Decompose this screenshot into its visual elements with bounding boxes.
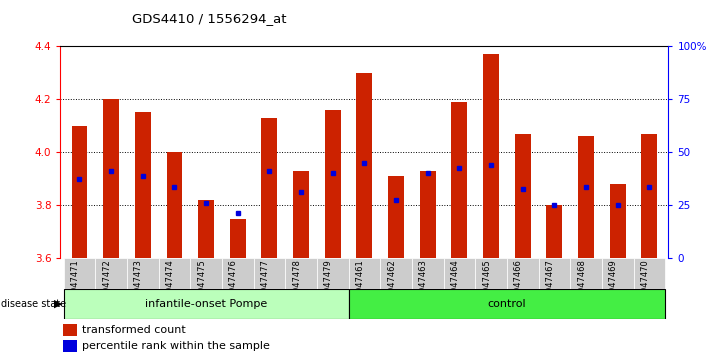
Text: GSM947464: GSM947464 <box>450 259 459 310</box>
Bar <box>419 171 436 258</box>
Bar <box>72 126 87 258</box>
Text: GSM947463: GSM947463 <box>419 259 428 310</box>
Bar <box>63 289 348 319</box>
Text: GSM947462: GSM947462 <box>387 259 396 310</box>
Bar <box>538 258 570 289</box>
Bar <box>570 258 602 289</box>
Text: infantile-onset Pompe: infantile-onset Pompe <box>145 298 267 309</box>
Bar <box>356 73 373 258</box>
Bar <box>325 110 341 258</box>
Bar <box>451 102 467 258</box>
Text: transformed count: transformed count <box>82 325 186 336</box>
Bar <box>412 258 444 289</box>
Text: GSM947470: GSM947470 <box>641 259 649 310</box>
Bar <box>262 118 277 258</box>
Bar <box>254 258 285 289</box>
Bar <box>444 258 475 289</box>
Text: GSM947465: GSM947465 <box>482 259 491 310</box>
Bar <box>103 99 119 258</box>
Bar <box>547 205 562 258</box>
Bar <box>159 258 191 289</box>
Bar <box>166 152 182 258</box>
Bar <box>191 258 222 289</box>
Bar <box>348 258 380 289</box>
Text: ▶: ▶ <box>54 298 63 309</box>
Bar <box>507 258 538 289</box>
Bar <box>348 289 665 319</box>
Text: GSM947479: GSM947479 <box>324 259 333 310</box>
Bar <box>63 340 77 353</box>
Text: GSM947461: GSM947461 <box>356 259 364 310</box>
Bar <box>641 133 657 258</box>
Text: GSM947475: GSM947475 <box>197 259 206 310</box>
Text: GSM947476: GSM947476 <box>229 259 237 310</box>
Bar <box>380 258 412 289</box>
Bar <box>95 258 127 289</box>
Text: GSM947467: GSM947467 <box>545 259 555 310</box>
Text: percentile rank within the sample: percentile rank within the sample <box>82 341 269 352</box>
Text: control: control <box>488 298 526 309</box>
Text: GSM947478: GSM947478 <box>292 259 301 310</box>
Bar <box>578 136 594 258</box>
Bar <box>285 258 317 289</box>
Text: GSM947477: GSM947477 <box>260 259 269 310</box>
Bar <box>388 176 404 258</box>
Bar <box>293 171 309 258</box>
Bar <box>127 258 159 289</box>
Bar <box>198 200 214 258</box>
Text: GSM947469: GSM947469 <box>609 259 618 310</box>
Bar <box>222 258 254 289</box>
Text: GSM947473: GSM947473 <box>134 259 143 310</box>
Bar <box>602 258 634 289</box>
Bar <box>135 112 151 258</box>
Text: GSM947472: GSM947472 <box>102 259 111 310</box>
Bar <box>63 324 77 336</box>
Text: GSM947471: GSM947471 <box>70 259 80 310</box>
Bar <box>230 218 246 258</box>
Text: GSM947466: GSM947466 <box>513 259 523 310</box>
Text: GSM947468: GSM947468 <box>577 259 586 310</box>
Text: disease state: disease state <box>1 298 67 309</box>
Bar <box>63 258 95 289</box>
Bar <box>475 258 507 289</box>
Bar <box>483 54 499 258</box>
Text: GDS4410 / 1556294_at: GDS4410 / 1556294_at <box>132 12 286 25</box>
Text: GSM947474: GSM947474 <box>166 259 174 310</box>
Bar <box>317 258 348 289</box>
Bar <box>634 258 665 289</box>
Bar <box>515 133 530 258</box>
Bar <box>610 184 626 258</box>
